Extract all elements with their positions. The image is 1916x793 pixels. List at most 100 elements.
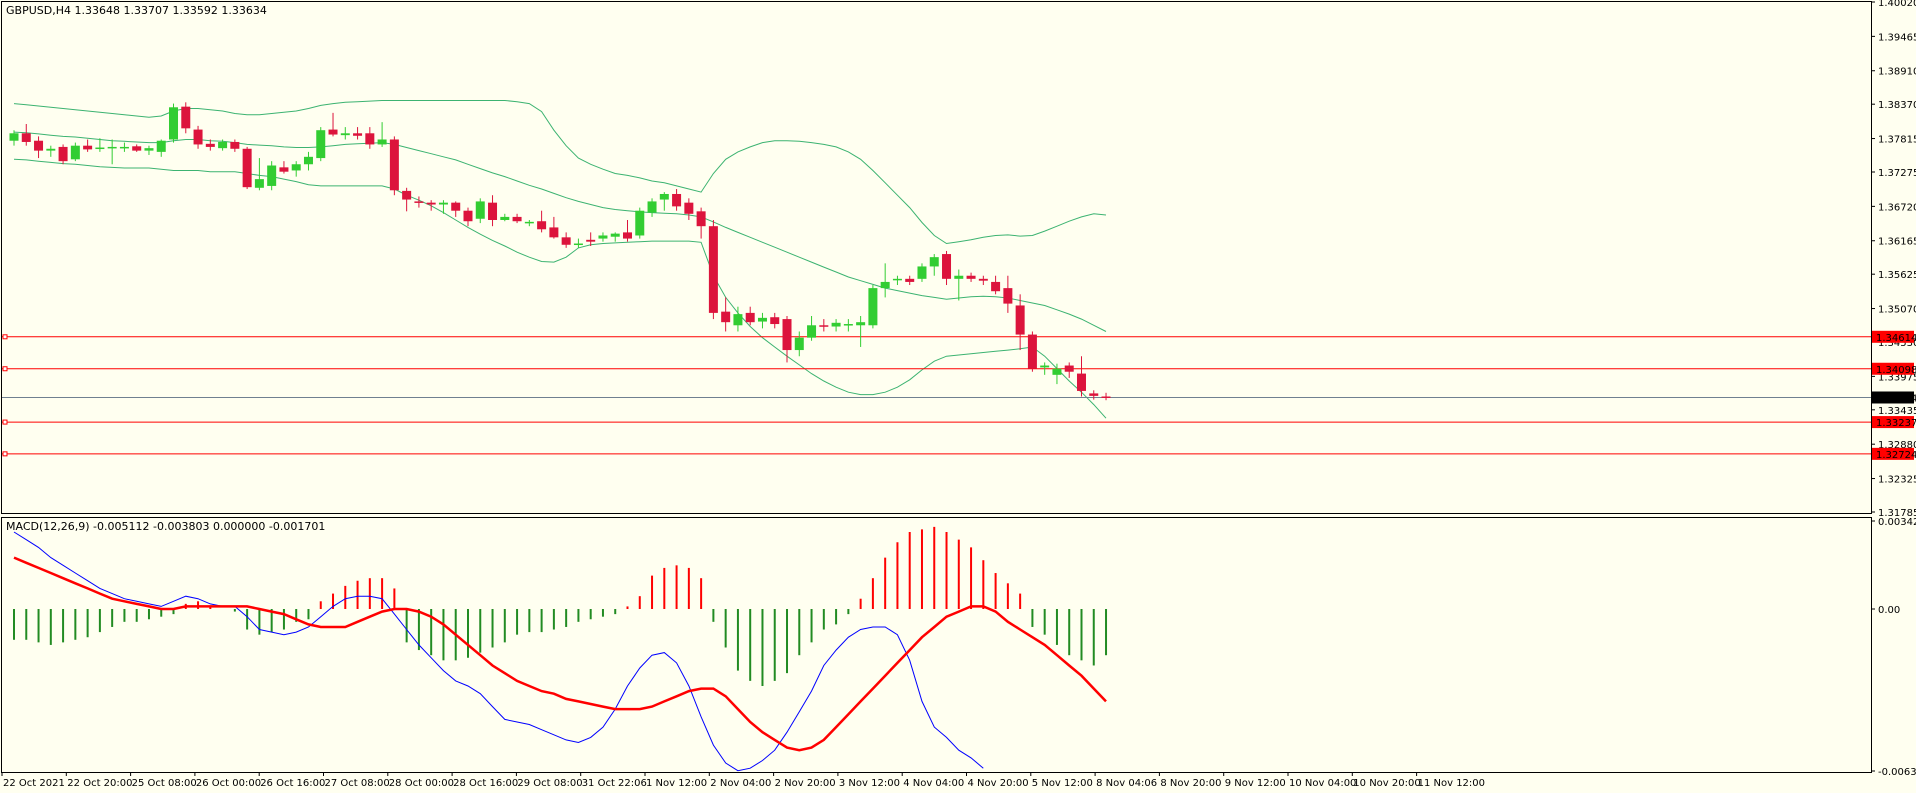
time-tick-label: 26 Oct 16:00 bbox=[260, 778, 325, 789]
candle-body bbox=[623, 232, 632, 239]
candle-body bbox=[1064, 365, 1074, 372]
time-tick-label: 8 Nov 04:06 bbox=[1096, 778, 1157, 789]
level-price-tag-box bbox=[1872, 330, 1914, 343]
candle-body bbox=[794, 337, 804, 351]
candle-body bbox=[635, 210, 645, 236]
candle-body bbox=[512, 216, 522, 222]
candle-body bbox=[365, 133, 375, 145]
price-tick-label: 1.40020 bbox=[1878, 0, 1916, 9]
candle-body bbox=[733, 314, 743, 326]
horizontal-level-lines[interactable] bbox=[2, 334, 1871, 457]
price-tick-label: 1.37275 bbox=[1878, 168, 1916, 179]
candle-body bbox=[156, 140, 166, 152]
current-price-tag: 1.33634 bbox=[1876, 393, 1916, 404]
macd-indicator bbox=[13, 526, 1108, 772]
level-price-tag-box bbox=[1872, 362, 1914, 375]
candlesticks bbox=[9, 102, 1111, 401]
candle-body bbox=[966, 275, 976, 279]
candle-body bbox=[696, 211, 706, 227]
candle-body bbox=[463, 210, 473, 222]
candle-body bbox=[819, 325, 829, 327]
level-price-tag: 1.34098 bbox=[1876, 365, 1916, 376]
time-tick-label: 28 Oct 00:00 bbox=[389, 778, 454, 789]
candle-body bbox=[659, 193, 669, 200]
candle-body bbox=[721, 311, 731, 323]
price-tick-label: 1.37815 bbox=[1878, 135, 1916, 146]
time-tick-label: 4 Nov 04:00 bbox=[903, 778, 964, 789]
price-tick-label: 1.38910 bbox=[1878, 67, 1916, 78]
candle-body bbox=[942, 254, 952, 279]
candle-body bbox=[1003, 288, 1013, 304]
candle-body bbox=[672, 193, 682, 207]
candle-body bbox=[1027, 334, 1037, 369]
price-tick-label: 1.36720 bbox=[1878, 202, 1916, 213]
price-tick-label: 1.31785 bbox=[1878, 508, 1916, 519]
macd-tick-label: 0.003427 bbox=[1878, 517, 1916, 528]
candle-body bbox=[181, 106, 191, 129]
candle-body bbox=[132, 146, 142, 151]
candle-body bbox=[954, 275, 964, 279]
time-tick-label: 27 Oct 08:00 bbox=[325, 778, 390, 789]
candle-body bbox=[279, 167, 289, 172]
candle-body bbox=[340, 133, 350, 136]
candle-body bbox=[549, 227, 559, 238]
bollinger-upper-line bbox=[13, 100, 1107, 245]
time-tick-label: 1 Nov 12:00 bbox=[646, 778, 707, 789]
candle-body bbox=[377, 139, 387, 145]
candle-body bbox=[843, 324, 853, 326]
candle-body bbox=[242, 148, 252, 188]
candle-body bbox=[218, 141, 228, 149]
time-tick-label: 22 Oct 2021 bbox=[3, 778, 65, 789]
candle-body bbox=[451, 202, 461, 211]
price-tick-label: 1.38370 bbox=[1878, 100, 1916, 111]
candle-body bbox=[1076, 373, 1086, 391]
macd-main-line bbox=[13, 556, 1107, 752]
price-tick-label: 1.32325 bbox=[1878, 475, 1916, 486]
current-price-tag-box bbox=[1872, 391, 1914, 404]
candle-body bbox=[905, 278, 915, 282]
candle-body bbox=[782, 319, 792, 351]
level-price-tag: 1.34614 bbox=[1876, 333, 1916, 344]
candle-body bbox=[1040, 365, 1050, 368]
macd-tick-label: -0.00631 bbox=[1878, 767, 1916, 778]
macd-panel-header: MACD(12,26,9) -0.005112 -0.003803 0.0000… bbox=[6, 520, 325, 533]
time-tick-label: 11 Nov 12:00 bbox=[1418, 778, 1485, 789]
candle-body bbox=[230, 141, 240, 149]
price-tick-label: 1.35070 bbox=[1878, 305, 1916, 316]
time-tick-label: 31 Oct 22:06 bbox=[582, 778, 647, 789]
candle-body bbox=[488, 202, 498, 220]
price-tick-label: 1.32880 bbox=[1878, 440, 1916, 451]
candle-body bbox=[46, 148, 56, 151]
candle-body bbox=[1052, 368, 1062, 375]
candle-body bbox=[438, 202, 448, 205]
candle-body bbox=[500, 216, 510, 220]
candle-body bbox=[58, 146, 68, 162]
candle-body bbox=[1101, 396, 1111, 398]
time-tick-label: 2 Nov 20:00 bbox=[775, 778, 836, 789]
candle-body bbox=[316, 130, 326, 159]
level-line-handle bbox=[2, 451, 8, 457]
candle-body bbox=[328, 129, 338, 135]
candle-body bbox=[647, 201, 657, 213]
candle-body bbox=[831, 322, 841, 327]
candle-body bbox=[978, 278, 988, 281]
price-tick-label: 1.33975 bbox=[1878, 372, 1916, 383]
time-tick-label: 10 Nov 20:00 bbox=[1353, 778, 1420, 789]
level-price-tag-box bbox=[1872, 416, 1914, 429]
level-line-handle bbox=[2, 334, 8, 340]
candle-body bbox=[573, 243, 583, 246]
time-axis: 22 Oct 2021 22 Oct 20:00 25 Oct 08:00 26 Oc… bbox=[1, 772, 1485, 789]
candle-body bbox=[1089, 393, 1099, 396]
candle-body bbox=[475, 201, 485, 219]
candle-body bbox=[757, 317, 767, 322]
candle-body bbox=[353, 133, 363, 136]
candle-body bbox=[929, 257, 939, 267]
price-tick-label: 1.34530 bbox=[1878, 338, 1916, 349]
candle-body bbox=[880, 281, 890, 289]
price-panel-header: GBPUSD,H4 1.33648 1.33707 1.33592 1.3363… bbox=[6, 4, 267, 17]
candle-body bbox=[770, 317, 780, 325]
candle-body bbox=[107, 146, 117, 149]
candle-body bbox=[892, 278, 902, 281]
